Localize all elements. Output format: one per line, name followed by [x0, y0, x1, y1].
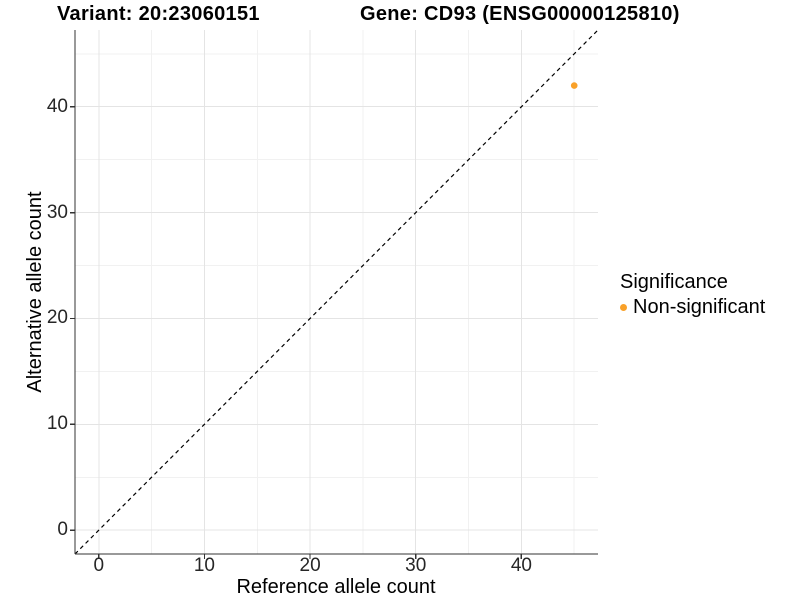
- y-tick-label: 40: [46, 95, 68, 117]
- plot-title-gene: Gene: CD93 (ENSG00000125810): [360, 3, 680, 25]
- legend-item-non-significant: Non-significant: [620, 296, 765, 318]
- plot-title-variant: Variant: 20:23060151: [57, 3, 260, 25]
- y-tick-label: 30: [46, 201, 68, 223]
- x-axis-title: Reference allele count: [236, 576, 436, 598]
- x-tick-label: 10: [193, 555, 215, 576]
- legend-point-icon: [620, 303, 627, 311]
- data-point: [570, 82, 578, 89]
- x-tick-label: 30: [405, 555, 427, 576]
- y-tick-label: 10: [46, 413, 68, 435]
- legend: Significance Non-significant: [620, 271, 765, 318]
- legend-title: Significance: [620, 271, 728, 293]
- y-tick-label: 20: [46, 307, 68, 329]
- y-tick-label: 0: [57, 519, 68, 541]
- x-tick-label: 40: [510, 555, 532, 576]
- legend-item-label: Non-significant: [633, 296, 766, 318]
- x-tick-label: 20: [299, 555, 321, 576]
- x-tick-label: 0: [93, 555, 105, 576]
